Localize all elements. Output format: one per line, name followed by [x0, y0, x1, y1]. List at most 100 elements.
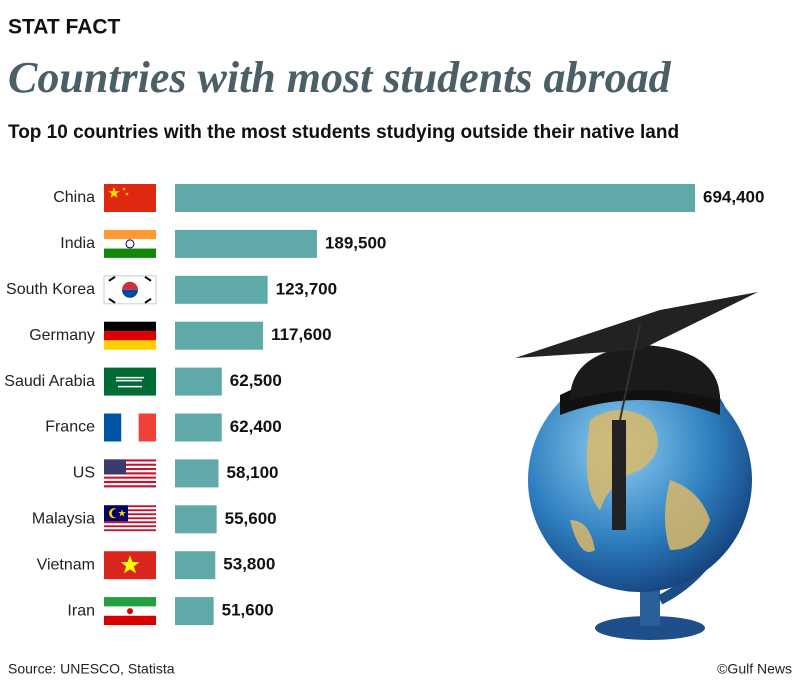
- flag-part: [138, 413, 156, 442]
- flag: [104, 551, 156, 580]
- flag: [104, 184, 156, 212]
- value-label: 58,100: [227, 463, 279, 482]
- globe-base: [595, 616, 705, 640]
- category-label: US: [73, 465, 95, 482]
- flag: [104, 321, 156, 350]
- flag-part: [104, 459, 126, 475]
- globe-stand: [640, 590, 660, 626]
- bar: [175, 229, 317, 258]
- source: Source: UNESCO, Statista: [8, 661, 175, 677]
- flag-part: [122, 289, 138, 298]
- flag: [104, 505, 156, 534]
- flag-part: [104, 513, 156, 516]
- flag-part: [104, 597, 156, 607]
- flag-part: [104, 461, 156, 464]
- flag: [104, 459, 156, 488]
- flag-part: [104, 331, 156, 341]
- category-label: South Korea: [6, 281, 95, 298]
- flag-part: [111, 509, 121, 518]
- category-label: France: [45, 419, 95, 436]
- flag-part: [104, 515, 156, 518]
- bar: [175, 275, 268, 304]
- flag-part: [104, 478, 156, 481]
- flag-part: [118, 509, 126, 517]
- flag-part: [104, 229, 156, 240]
- flag-part: [104, 463, 156, 466]
- cap-crown: [570, 345, 720, 400]
- flag-part: [122, 187, 126, 191]
- flag-part: [104, 474, 156, 477]
- flag-part: [104, 470, 156, 473]
- value-label: 123,700: [276, 279, 337, 298]
- flag-part: [122, 281, 138, 290]
- category-label: India: [60, 235, 95, 252]
- flag-part: [108, 275, 152, 304]
- flag-part: [121, 413, 139, 442]
- flag-part: [104, 480, 156, 484]
- flag-part: [108, 187, 120, 198]
- value-label: 53,800: [223, 555, 275, 574]
- chart-title: Countries with most students abroad: [8, 53, 672, 102]
- flag-part: [104, 511, 156, 514]
- bar: [175, 459, 219, 488]
- flag-part: [104, 485, 156, 488]
- bar: [175, 597, 214, 626]
- category-label: Malaysia: [32, 511, 95, 528]
- flag-part: [104, 519, 156, 522]
- cap-tassel: [612, 420, 626, 530]
- flag-part: [104, 472, 156, 475]
- flag-part: [104, 523, 156, 526]
- flag-part: [104, 509, 156, 512]
- flag-part: [104, 367, 156, 396]
- flag: [104, 413, 156, 442]
- flag-part: [104, 476, 156, 479]
- bar: [175, 184, 695, 212]
- globe-land: [570, 410, 710, 552]
- value-label: 694,400: [703, 187, 764, 206]
- flag: [104, 367, 156, 396]
- flag-part: [125, 192, 129, 196]
- bar: [175, 505, 217, 534]
- flag-part: [104, 505, 156, 508]
- category-label: Germany: [29, 327, 95, 344]
- flag-part: [104, 507, 156, 510]
- value-label: 62,400: [230, 417, 282, 436]
- chart-subtitle: Top 10 countries with the most students …: [8, 122, 679, 143]
- cap-board: [515, 292, 758, 358]
- header: STAT FACT: [8, 16, 121, 39]
- category-label: China: [53, 189, 95, 206]
- flag-part: [104, 525, 156, 528]
- flag-part: [104, 465, 156, 469]
- category-label: Saudi Arabia: [4, 373, 95, 390]
- cap-cord: [619, 324, 641, 421]
- bar: [175, 321, 264, 350]
- flag-part: [104, 184, 156, 212]
- flag-part: [104, 529, 156, 532]
- flag-part: [104, 521, 156, 524]
- flag-part: [104, 468, 156, 471]
- flag-part: [104, 531, 156, 534]
- flag-part: [104, 459, 156, 462]
- category-label: Vietnam: [37, 556, 95, 573]
- value-label: 117,600: [271, 325, 332, 344]
- flag-part: [104, 248, 156, 258]
- value-label: 62,500: [230, 371, 282, 390]
- flag-part: [127, 608, 133, 615]
- bar: [175, 413, 222, 442]
- flag-part: [125, 239, 135, 249]
- flag-part: [108, 297, 116, 304]
- bar: [175, 367, 222, 396]
- flag-part: [104, 340, 156, 350]
- value-label: 55,600: [225, 509, 277, 528]
- value-label: 51,600: [222, 601, 274, 620]
- flag-part: [104, 321, 156, 332]
- flag: [104, 597, 156, 626]
- flag-part: [104, 615, 156, 626]
- flag: [104, 229, 156, 258]
- flag-part: [144, 275, 152, 282]
- flag-part: [116, 376, 144, 382]
- flag: [103, 275, 157, 305]
- flag-part: [144, 297, 152, 304]
- flag-part: [120, 555, 140, 574]
